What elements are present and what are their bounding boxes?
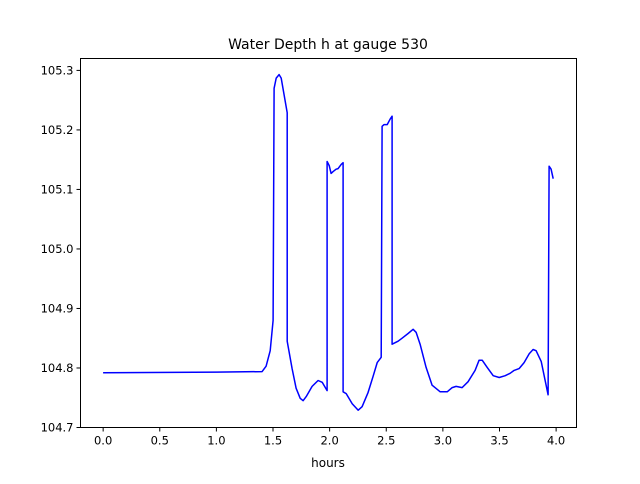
y-tick-label: 105.2 (41, 123, 74, 137)
x-tick-label: 0.5 (151, 434, 169, 448)
y-tick-label: 104.8 (41, 361, 74, 375)
x-tick-label: 4.0 (547, 434, 565, 448)
x-tick-label: 2.0 (320, 434, 338, 448)
y-tick-label: 105.3 (41, 63, 74, 77)
y-tick-label: 104.7 (41, 421, 74, 435)
x-tick-label: 0.0 (94, 434, 112, 448)
x-tick-label: 2.5 (377, 434, 395, 448)
x-tick-label: 1.0 (207, 434, 225, 448)
y-tick-label: 105.1 (41, 182, 74, 196)
x-tick-label: 3.0 (434, 434, 452, 448)
y-tick-label: 104.9 (41, 301, 74, 315)
chart-title: Water Depth h at gauge 530 (228, 37, 428, 53)
y-tick-label: 105.0 (41, 242, 74, 256)
x-tick-label: 3.5 (490, 434, 508, 448)
plot-frame (80, 58, 577, 428)
y-axis: 104.7 104.8 104.9 105.0 105.1 105.2 105.3 (41, 63, 81, 435)
series-line-h (103, 73, 554, 411)
x-tick-label: 1.5 (264, 434, 282, 448)
plot-lines (103, 73, 554, 411)
x-axis-label: hours (311, 456, 345, 470)
x-axis: 0.0 0.5 1.0 1.5 2.0 2.5 3.0 3.5 4.0 (94, 427, 565, 448)
